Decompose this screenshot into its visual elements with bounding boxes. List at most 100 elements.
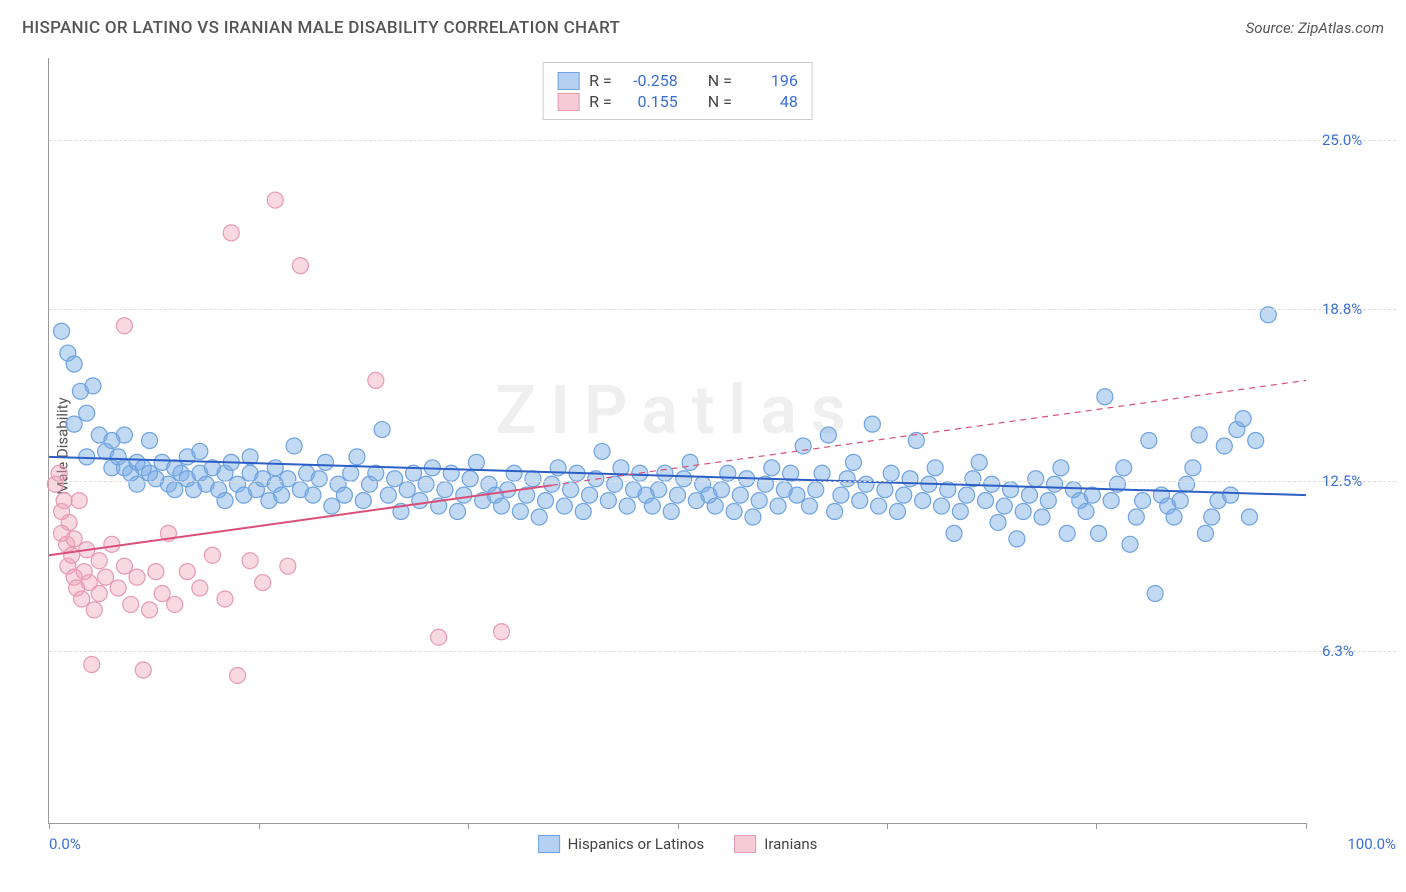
scatter-point	[1204, 509, 1220, 525]
scatter-point	[431, 629, 447, 645]
scatter-point	[167, 482, 183, 498]
scatter-point	[311, 471, 327, 487]
x-tick	[1306, 823, 1307, 829]
r-label: R =	[589, 92, 612, 111]
scatter-point	[368, 372, 384, 388]
scatter-point	[676, 471, 692, 487]
scatter-point	[91, 553, 107, 569]
swatch-hispanics	[557, 72, 579, 90]
scatter-point	[51, 465, 67, 481]
scatter-point	[827, 504, 843, 520]
scatter-point	[927, 460, 943, 476]
scatter-point	[412, 493, 428, 509]
scatter-point	[274, 487, 290, 503]
scatter-point	[230, 667, 246, 683]
scatter-point	[556, 498, 572, 514]
scatter-point	[657, 465, 673, 481]
scatter-point	[619, 498, 635, 514]
scatter-point	[318, 454, 334, 470]
scatter-point	[1172, 493, 1188, 509]
scatter-point	[1248, 433, 1264, 449]
y-gridline	[49, 651, 1396, 652]
scatter-point	[1191, 427, 1207, 443]
scatter-point	[1197, 525, 1213, 541]
scatter-point	[305, 487, 321, 503]
scatter-point	[280, 558, 296, 574]
scatter-point	[192, 580, 208, 596]
scatter-point	[468, 454, 484, 470]
scatter-point	[343, 465, 359, 481]
scatter-point	[952, 504, 968, 520]
scatter-point	[1216, 438, 1232, 454]
scatter-point	[959, 487, 975, 503]
scatter-point	[64, 547, 80, 563]
stats-row-hispanics: R = -0.258 N = 196	[557, 71, 798, 90]
n-label: N =	[708, 92, 732, 111]
y-tick-label: 25.0%	[1322, 131, 1392, 149]
scatter-point	[66, 416, 82, 432]
r-value-iranians: 0.155	[622, 92, 678, 111]
scatter-svg	[49, 58, 1306, 823]
scatter-point	[682, 454, 698, 470]
y-gridline	[49, 309, 1396, 310]
scatter-point	[61, 514, 77, 530]
scatter-point	[575, 504, 591, 520]
scatter-point	[764, 460, 780, 476]
scatter-point	[79, 405, 95, 421]
scatter-point	[663, 504, 679, 520]
scatter-point	[129, 476, 145, 492]
scatter-point	[726, 504, 742, 520]
scatter-point	[179, 564, 195, 580]
scatter-point	[349, 449, 365, 465]
scatter-point	[902, 471, 918, 487]
scatter-point	[808, 482, 824, 498]
scatter-point	[1141, 433, 1157, 449]
scatter-point	[255, 575, 271, 591]
scatter-point	[1003, 482, 1019, 498]
chart-title: HISPANIC OR LATINO VS IRANIAN MALE DISAB…	[22, 18, 620, 38]
scatter-point	[116, 427, 132, 443]
chart-plot-area: ZIPatlas R = -0.258 N = 196 R = 0.155 N …	[48, 58, 1306, 824]
scatter-point	[116, 558, 132, 574]
scatter-point	[267, 460, 283, 476]
scatter-point	[443, 465, 459, 481]
scatter-point	[770, 498, 786, 514]
scatter-point	[380, 487, 396, 503]
scatter-point	[833, 487, 849, 503]
n-label: N =	[708, 71, 732, 90]
scatter-point	[292, 258, 308, 274]
scatter-point	[871, 498, 887, 514]
x-tick	[887, 823, 888, 829]
scatter-point	[129, 569, 145, 585]
scatter-point	[1185, 460, 1201, 476]
y-tick-label: 12.5%	[1322, 472, 1392, 490]
scatter-point	[387, 471, 403, 487]
scatter-point	[1040, 493, 1056, 509]
scatter-point	[607, 476, 623, 492]
legend-swatch-hispanics	[538, 835, 560, 853]
scatter-point	[1078, 504, 1094, 520]
scatter-point	[1034, 509, 1050, 525]
scatter-point	[745, 509, 761, 525]
scatter-point	[1047, 476, 1063, 492]
scatter-point	[506, 465, 522, 481]
scatter-point	[814, 465, 830, 481]
scatter-point	[91, 586, 107, 602]
scatter-point	[71, 493, 87, 509]
scatter-point	[494, 498, 510, 514]
scatter-point	[720, 465, 736, 481]
scatter-point	[1053, 460, 1069, 476]
scatter-point	[1122, 536, 1138, 552]
scatter-point	[135, 662, 151, 678]
scatter-point	[582, 487, 598, 503]
scatter-point	[123, 596, 139, 612]
scatter-point	[789, 487, 805, 503]
scatter-point	[1028, 471, 1044, 487]
scatter-point	[142, 433, 158, 449]
legend-item-iranians: Iranians	[734, 835, 817, 853]
scatter-point	[525, 471, 541, 487]
scatter-point	[1166, 509, 1182, 525]
x-tick	[1096, 823, 1097, 829]
scatter-point	[977, 493, 993, 509]
scatter-point	[399, 482, 415, 498]
